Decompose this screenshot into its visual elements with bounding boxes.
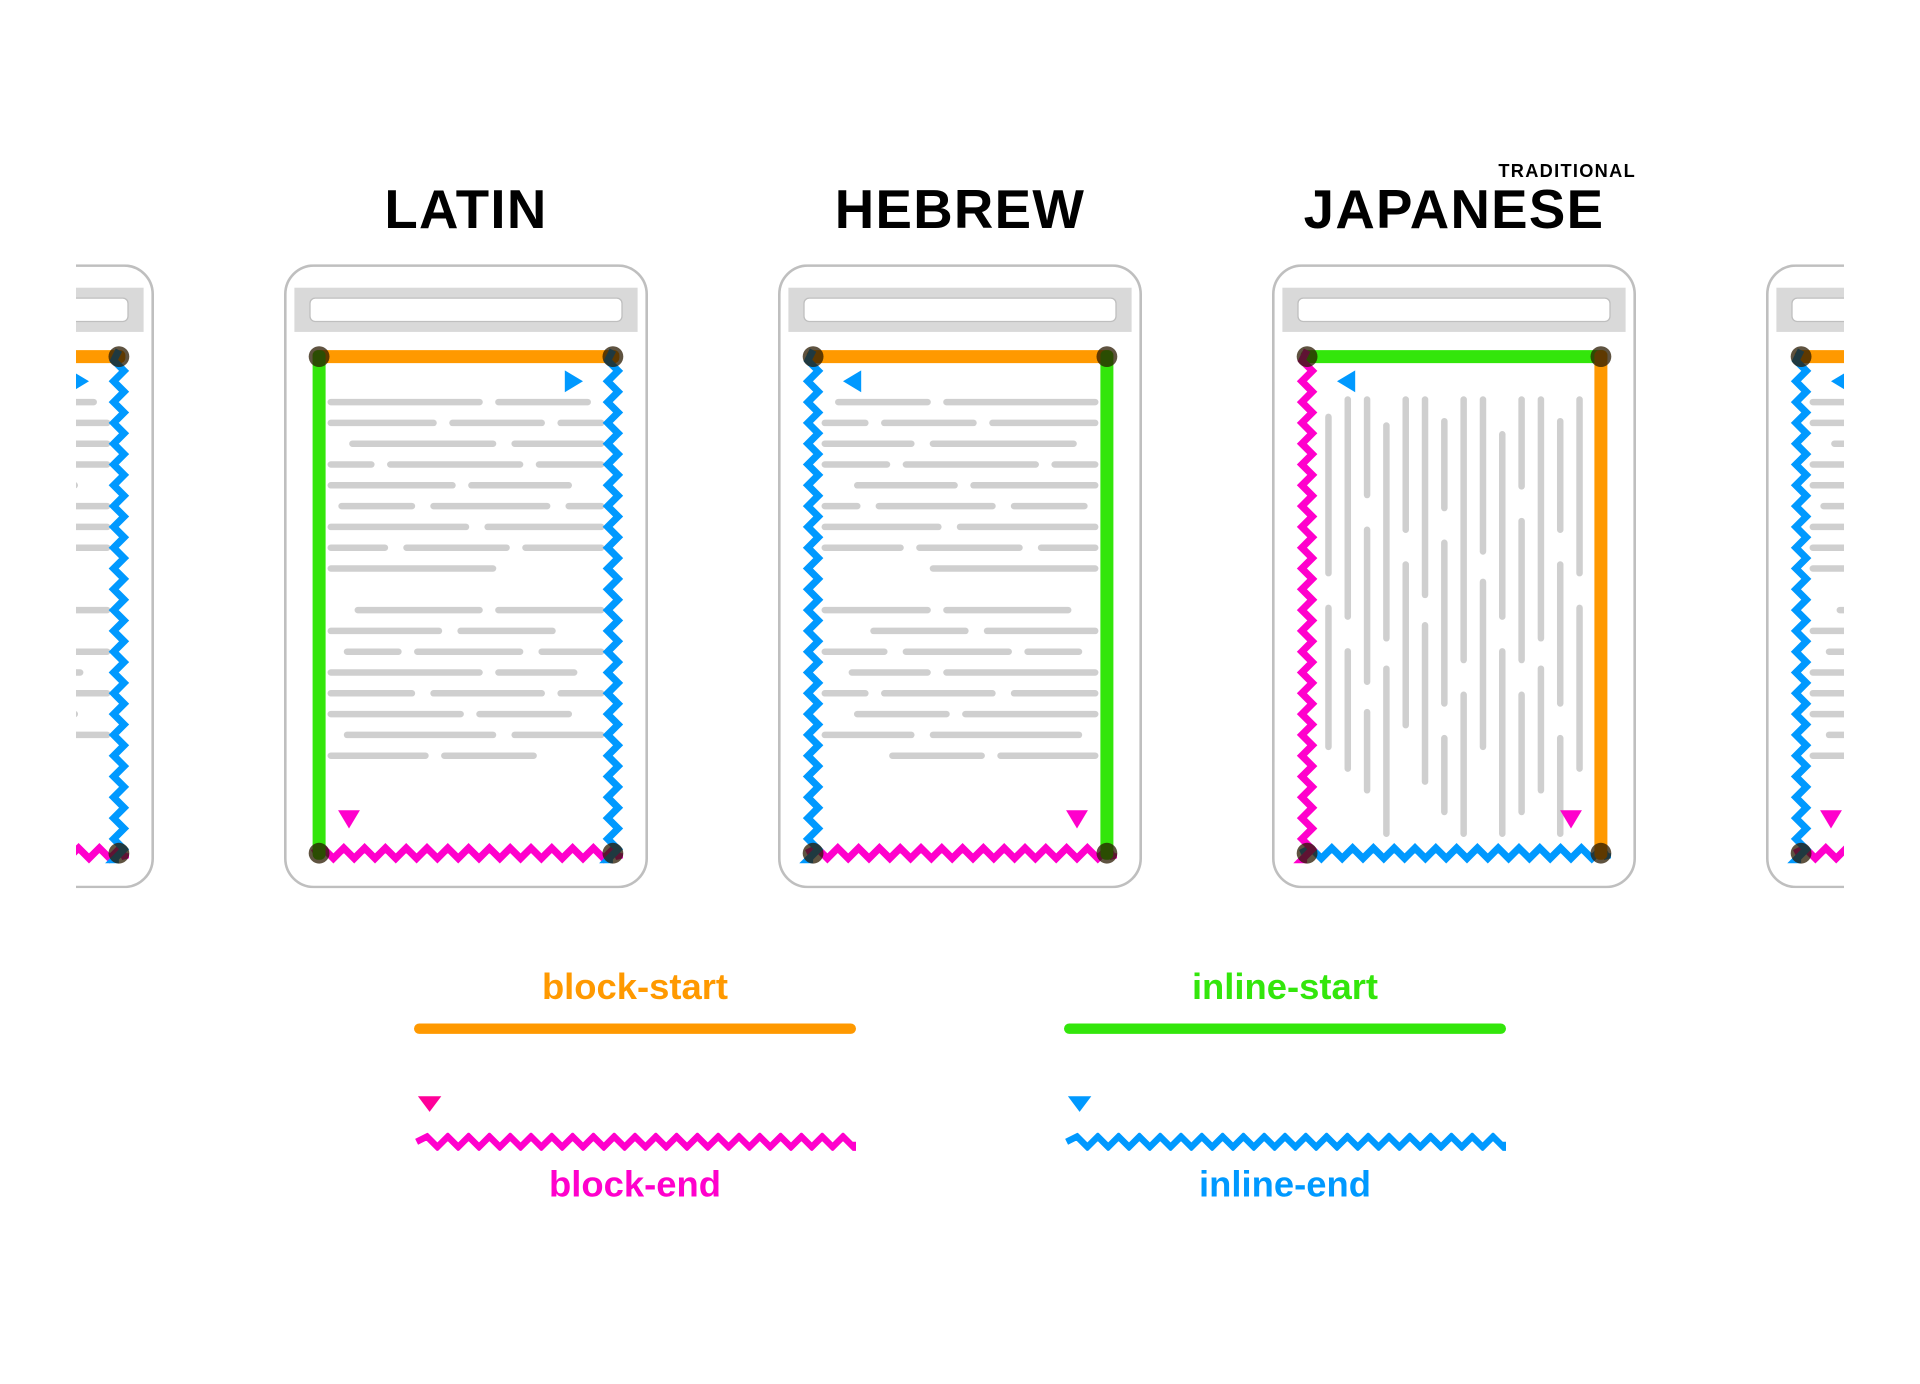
legend-block: block-start block-end — [414, 966, 856, 1205]
phone-illustration — [778, 264, 1142, 888]
legend-arrow — [1064, 1042, 1506, 1117]
legend-bar-bottom — [414, 1133, 856, 1149]
panel-title: JAPANESETRADITIONAL — [1272, 179, 1636, 241]
legend-bar-top — [414, 1023, 856, 1033]
legend-label-bottom: inline-end — [1064, 1164, 1506, 1206]
legend-bar-top — [1064, 1023, 1506, 1033]
panel-title: LATIN — [284, 179, 648, 241]
panel-japanese: JAPANESETRADITIONAL — [1272, 179, 1636, 889]
panel-latin: LATIN — [284, 179, 648, 889]
phone-illustration — [1272, 264, 1636, 888]
legend-label-top: block-start — [414, 966, 856, 1008]
panel-hebrew: HEBREW — [778, 179, 1142, 889]
panel-superscript: TRADITIONAL — [1498, 160, 1636, 181]
legend-inline: inline-start inline-end — [1064, 966, 1506, 1205]
panel-edge-right — [1766, 264, 1844, 888]
phone-illustration — [76, 264, 154, 888]
legend-arrow — [414, 1042, 856, 1117]
legend-label-bottom: block-end — [414, 1164, 856, 1206]
legend: block-start block-end inline-start inline-e… — [76, 966, 1844, 1205]
phone-illustration — [1766, 264, 1844, 888]
panel-title: HEBREW — [778, 179, 1142, 241]
panels-row: LATIN HEBREW — [76, 179, 1844, 889]
legend-label-top: inline-start — [1064, 966, 1506, 1008]
panel-edge-left — [76, 264, 154, 888]
phone-illustration — [284, 264, 648, 888]
legend-bar-bottom — [1064, 1133, 1506, 1149]
